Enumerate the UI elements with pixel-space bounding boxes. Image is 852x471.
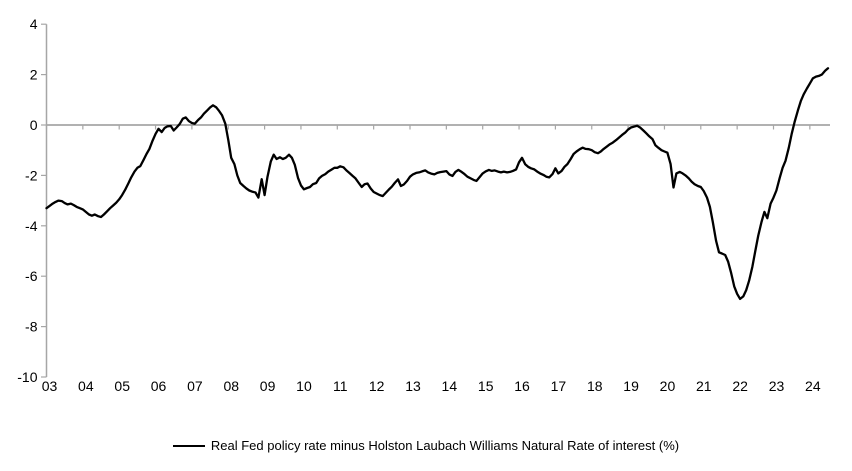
y-axis-label: -6 xyxy=(25,268,38,284)
x-axis-label: 20 xyxy=(660,378,676,394)
x-axis-label: 24 xyxy=(805,378,821,394)
x-axis-label: 23 xyxy=(769,378,785,394)
y-axis-label: 0 xyxy=(30,117,38,133)
x-axis-label: 16 xyxy=(514,378,530,394)
x-axis-label: 15 xyxy=(478,378,494,394)
legend: Real Fed policy rate minus Holston Lauba… xyxy=(0,438,852,453)
y-axis-label: -8 xyxy=(25,319,38,335)
x-axis-label: 07 xyxy=(187,378,203,394)
x-axis-label: 08 xyxy=(223,378,239,394)
x-axis-label: 05 xyxy=(114,378,130,394)
y-axis-label: -10 xyxy=(17,369,37,385)
x-axis-label: 18 xyxy=(587,378,603,394)
x-axis-label: 19 xyxy=(623,378,639,394)
x-axis-label: 22 xyxy=(732,378,748,394)
y-axis-label: -4 xyxy=(25,218,38,234)
series-line xyxy=(45,67,830,301)
legend-label: Real Fed policy rate minus Holston Lauba… xyxy=(210,438,680,453)
x-axis-label: 21 xyxy=(696,378,712,394)
x-axis-label: 10 xyxy=(296,378,312,394)
legend-line-swatch xyxy=(172,444,205,447)
y-axis-label: -2 xyxy=(25,167,38,183)
x-axis-label: 11 xyxy=(333,378,348,394)
y-axis-label: 4 xyxy=(30,16,38,32)
x-axis-label: 12 xyxy=(369,378,385,394)
x-axis-label: 06 xyxy=(151,378,167,394)
x-axis-label: 13 xyxy=(405,378,421,394)
y-axis-label: 2 xyxy=(30,67,38,83)
x-axis-label: 09 xyxy=(260,378,276,394)
x-axis-label: 04 xyxy=(78,378,94,394)
x-axis-label: 03 xyxy=(42,378,58,394)
x-axis-label: 17 xyxy=(551,378,567,394)
x-axis-label: 14 xyxy=(442,378,458,394)
